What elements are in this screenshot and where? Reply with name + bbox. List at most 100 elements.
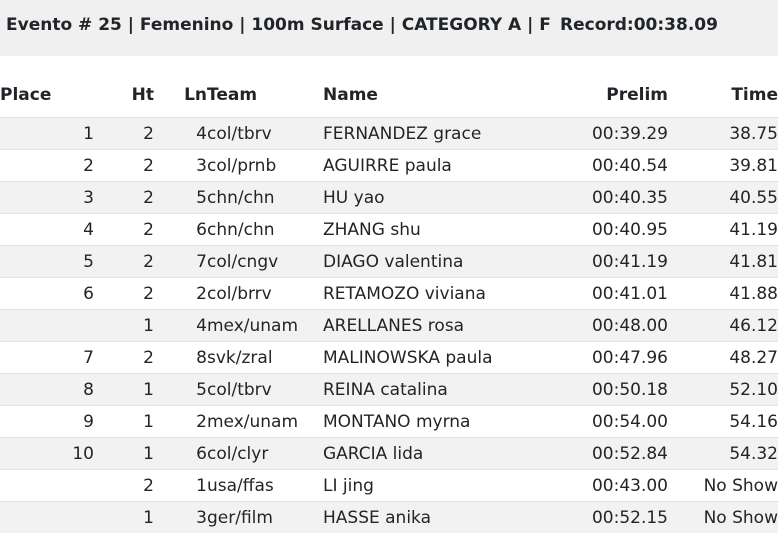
cell-name: GARCIA lida — [323, 438, 577, 470]
cell-ln: 5 — [154, 374, 207, 406]
cell-team: col/tbrv — [207, 118, 323, 150]
cell-ht: 1 — [94, 310, 154, 342]
table-row: 1 4 mex/unam ARELLANES rosa 00:48.00 46.… — [0, 310, 778, 342]
cell-ht: 2 — [94, 470, 154, 502]
cell-prelim: 00:40.54 — [577, 150, 668, 182]
column-header-ht: Ht — [94, 72, 154, 118]
cell-ht: 2 — [94, 278, 154, 310]
cell-name: AGUIRRE paula — [323, 150, 577, 182]
cell-name: RETAMOZO viviana — [323, 278, 577, 310]
cell-time: 54.32 — [668, 438, 778, 470]
cell-place: 6 — [0, 278, 94, 310]
cell-team: ger/film — [207, 502, 323, 533]
cell-ln: 1 — [154, 470, 207, 502]
cell-team: svk/zral — [207, 342, 323, 374]
cell-team: col/tbrv — [207, 374, 323, 406]
cell-ht: 2 — [94, 342, 154, 374]
table-row: 1 3 ger/film HASSE anika 00:52.15 No Sho… — [0, 502, 778, 533]
column-header-team: Team — [207, 72, 323, 118]
cell-team: col/brrv — [207, 278, 323, 310]
cell-place — [0, 502, 94, 533]
table-row: 5 2 7 col/cngv DIAGO valentina 00:41.19 … — [0, 246, 778, 278]
column-header-ln: Ln — [154, 72, 207, 118]
cell-place: 4 — [0, 214, 94, 246]
cell-time: 38.75 — [668, 118, 778, 150]
cell-place — [0, 310, 94, 342]
cell-ln: 3 — [154, 150, 207, 182]
table-row: 2 1 usa/ffas LI jing 00:43.00 No Show — [0, 470, 778, 502]
cell-prelim: 00:43.00 — [577, 470, 668, 502]
cell-name: FERNANDEZ grace — [323, 118, 577, 150]
cell-team: mex/unam — [207, 310, 323, 342]
cell-ln: 6 — [154, 214, 207, 246]
cell-ln: 2 — [154, 278, 207, 310]
table-row: 1 2 4 col/tbrv FERNANDEZ grace 00:39.29 … — [0, 118, 778, 150]
cell-team: col/cngv — [207, 246, 323, 278]
cell-ht: 2 — [94, 246, 154, 278]
cell-ln: 4 — [154, 310, 207, 342]
cell-place: 3 — [0, 182, 94, 214]
cell-name: ZHANG shu — [323, 214, 577, 246]
cell-prelim: 00:40.95 — [577, 214, 668, 246]
cell-name: MONTANO myrna — [323, 406, 577, 438]
event-title: Evento # 25 | Femenino | 100m Surface | … — [6, 15, 551, 35]
column-header-prelim: Prelim — [577, 72, 668, 118]
cell-name: HASSE anika — [323, 502, 577, 533]
cell-prelim: 00:54.00 — [577, 406, 668, 438]
cell-name: LI jing — [323, 470, 577, 502]
table-row: 7 2 8 svk/zral MALINOWSKA paula 00:47.96… — [0, 342, 778, 374]
cell-team: usa/ffas — [207, 470, 323, 502]
table-row: 3 2 5 chn/chn HU yao 00:40.35 40.55 — [0, 182, 778, 214]
cell-ln: 8 — [154, 342, 207, 374]
cell-prelim: 00:39.29 — [577, 118, 668, 150]
cell-place: 10 — [0, 438, 94, 470]
cell-team: col/prnb — [207, 150, 323, 182]
cell-ht: 1 — [94, 502, 154, 533]
cell-place: 9 — [0, 406, 94, 438]
cell-prelim: 00:48.00 — [577, 310, 668, 342]
table-header-row: Place Ht Ln Team Name Prelim Time — [0, 72, 778, 118]
cell-name: HU yao — [323, 182, 577, 214]
cell-time: 41.88 — [668, 278, 778, 310]
cell-time: 52.10 — [668, 374, 778, 406]
results-table: Place Ht Ln Team Name Prelim Time 1 2 4 … — [0, 72, 778, 533]
cell-prelim: 00:41.19 — [577, 246, 668, 278]
cell-time: No Show — [668, 502, 778, 533]
cell-name: ARELLANES rosa — [323, 310, 577, 342]
cell-time: 46.12 — [668, 310, 778, 342]
table-row: 2 2 3 col/prnb AGUIRRE paula 00:40.54 39… — [0, 150, 778, 182]
cell-ln: 4 — [154, 118, 207, 150]
cell-ht: 2 — [94, 214, 154, 246]
cell-name: MALINOWSKA paula — [323, 342, 577, 374]
cell-name: DIAGO valentina — [323, 246, 577, 278]
cell-ln: 2 — [154, 406, 207, 438]
cell-prelim: 00:40.35 — [577, 182, 668, 214]
cell-prelim: 00:52.15 — [577, 502, 668, 533]
cell-place: 8 — [0, 374, 94, 406]
cell-ht: 1 — [94, 374, 154, 406]
column-header-time: Time — [668, 72, 778, 118]
cell-time: 41.81 — [668, 246, 778, 278]
cell-place: 7 — [0, 342, 94, 374]
table-row: 6 2 2 col/brrv RETAMOZO viviana 00:41.01… — [0, 278, 778, 310]
cell-prelim: 00:41.01 — [577, 278, 668, 310]
cell-prelim: 00:50.18 — [577, 374, 668, 406]
cell-team: col/clyr — [207, 438, 323, 470]
cell-prelim: 00:47.96 — [577, 342, 668, 374]
cell-ln: 6 — [154, 438, 207, 470]
cell-place: 2 — [0, 150, 94, 182]
cell-prelim: 00:52.84 — [577, 438, 668, 470]
cell-ht: 2 — [94, 118, 154, 150]
cell-ln: 7 — [154, 246, 207, 278]
table-row: 9 1 2 mex/unam MONTANO myrna 00:54.00 54… — [0, 406, 778, 438]
event-record: Record:00:38.09 — [560, 15, 718, 35]
cell-name: REINA catalina — [323, 374, 577, 406]
cell-team: chn/chn — [207, 182, 323, 214]
cell-ht: 1 — [94, 406, 154, 438]
cell-team: mex/unam — [207, 406, 323, 438]
event-header: Evento # 25 | Femenino | 100m Surface | … — [0, 0, 778, 56]
table-row: 4 2 6 chn/chn ZHANG shu 00:40.95 41.19 — [0, 214, 778, 246]
cell-time: No Show — [668, 470, 778, 502]
cell-time: 39.81 — [668, 150, 778, 182]
cell-ht: 2 — [94, 150, 154, 182]
